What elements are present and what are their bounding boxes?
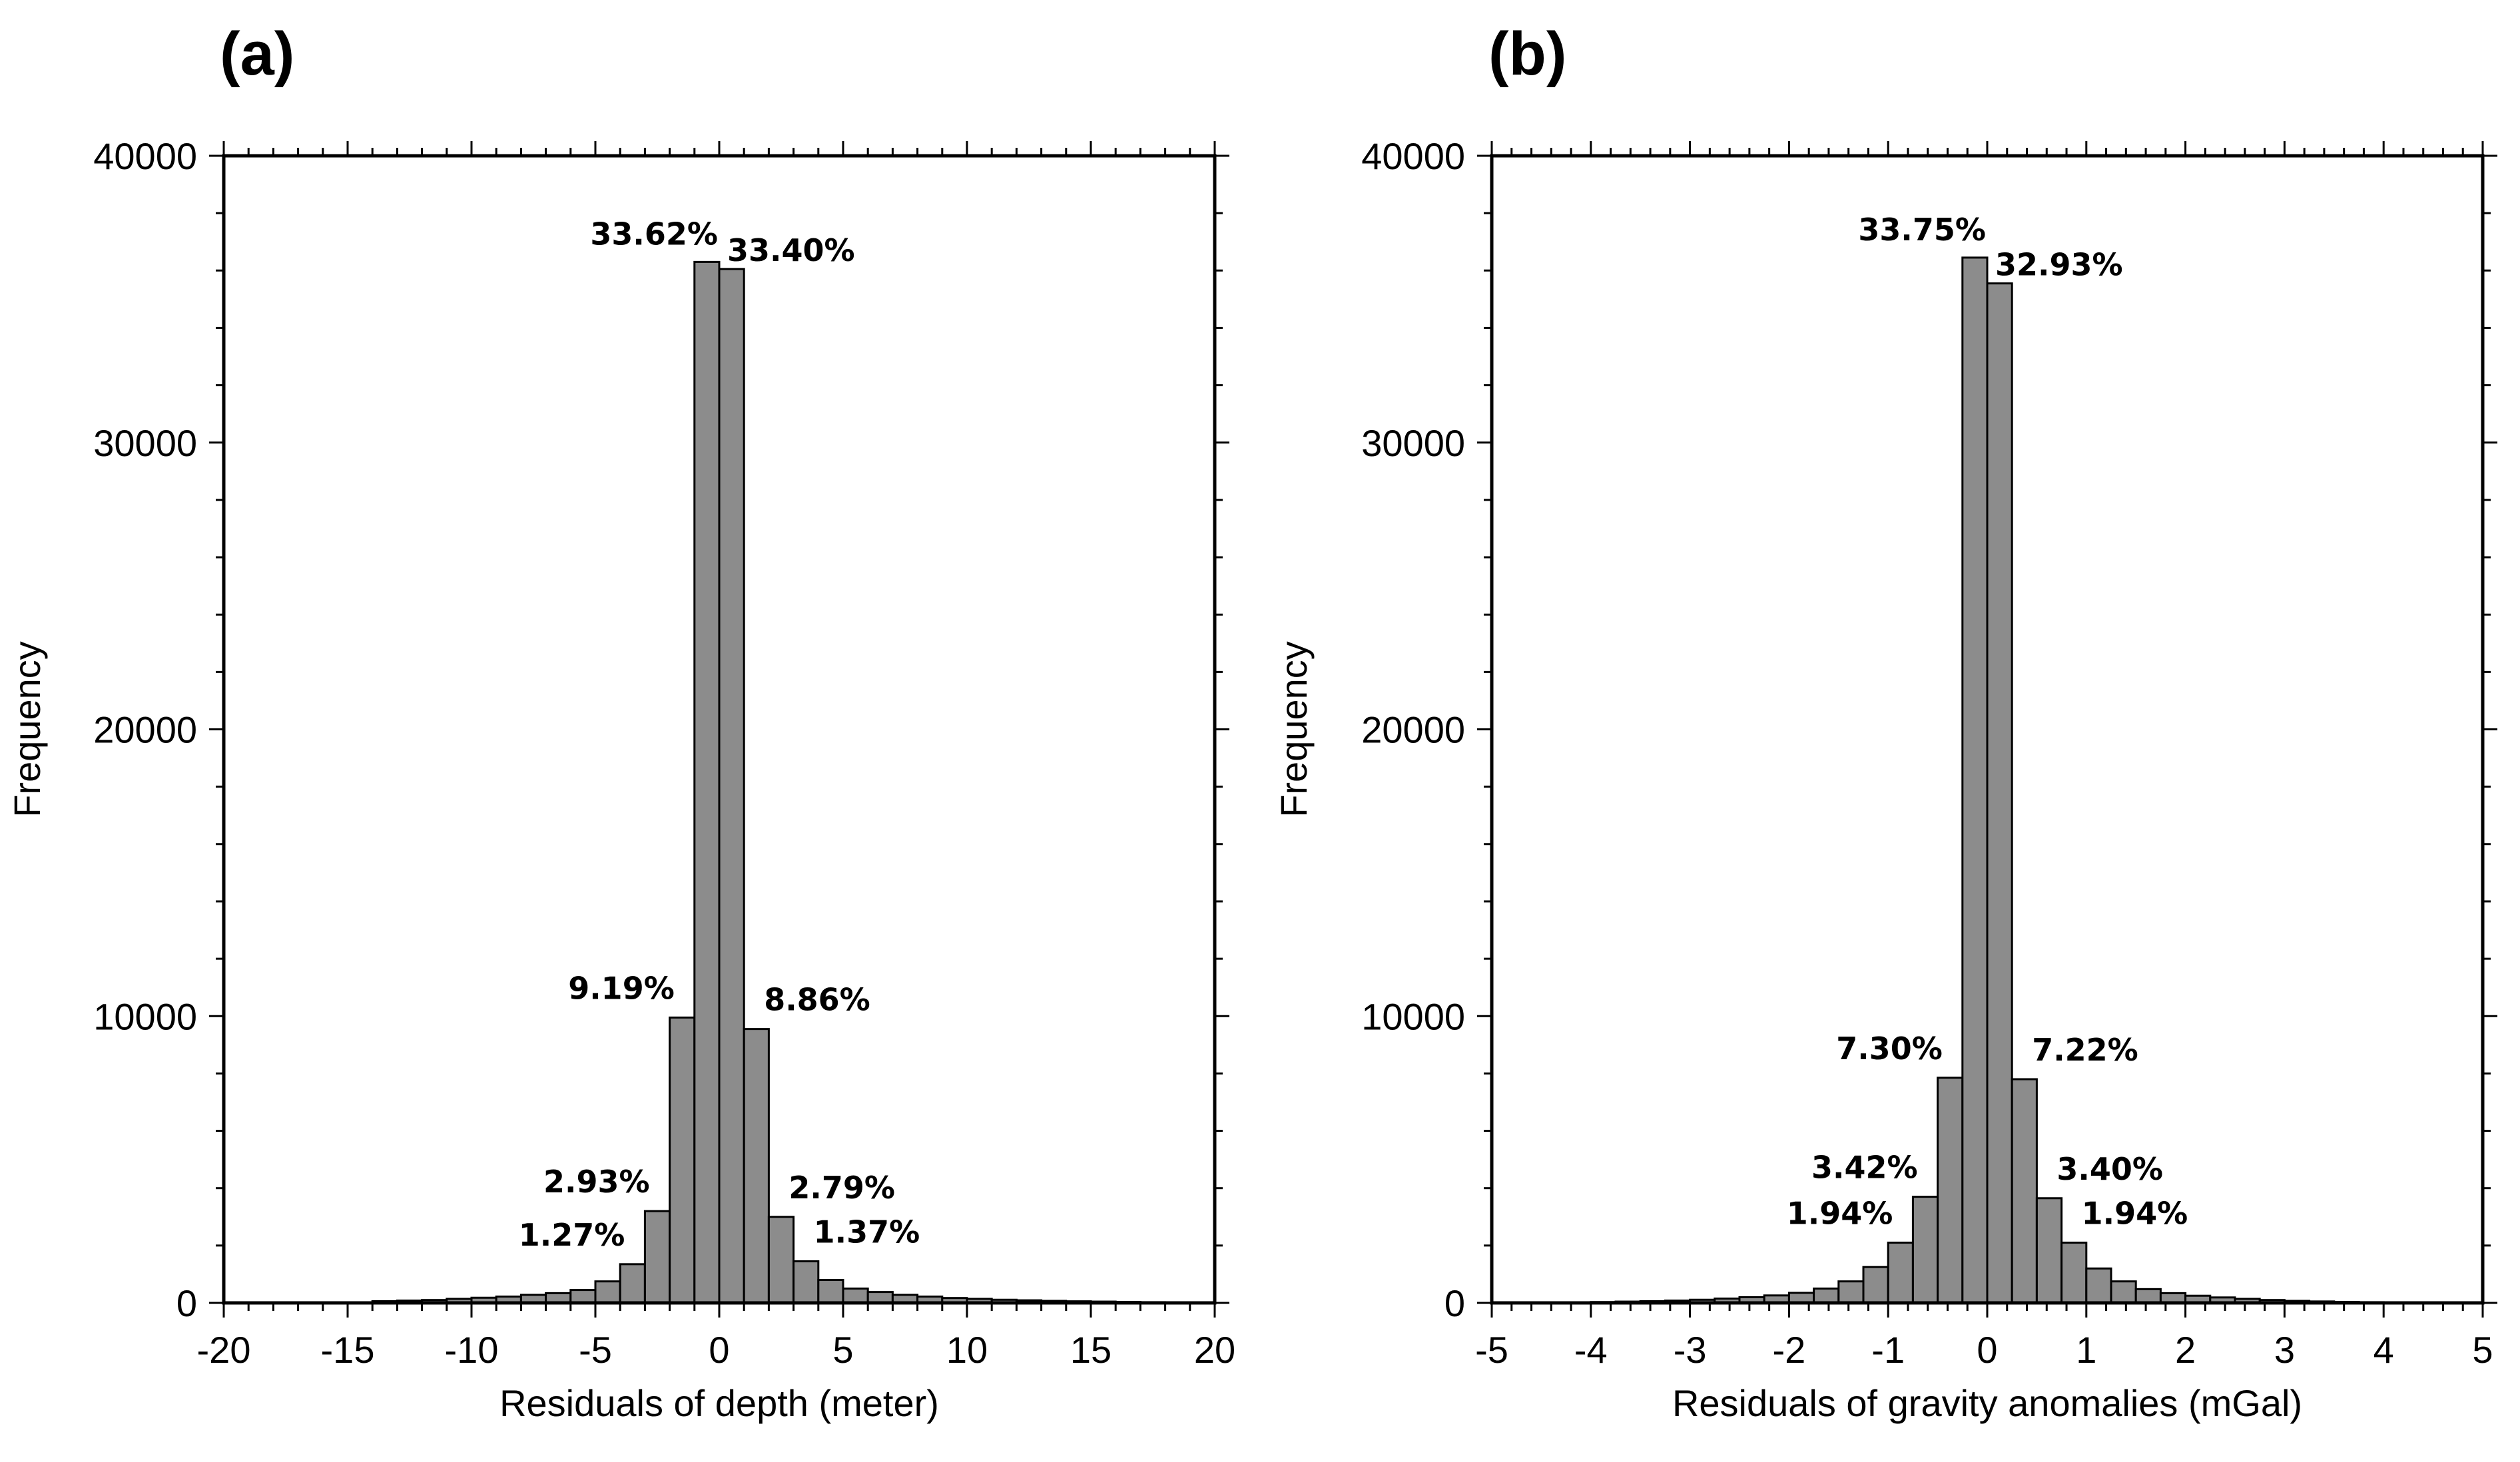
histogram-bar bbox=[743, 1028, 770, 1304]
y-tick-label: 40000 bbox=[93, 135, 197, 177]
histogram-bar bbox=[792, 1260, 820, 1304]
x-tick-label: 2 bbox=[2175, 1329, 2196, 1371]
histogram-bar bbox=[2085, 1267, 2112, 1304]
histogram-bar bbox=[619, 1263, 646, 1304]
x-tick-label: -5 bbox=[1475, 1329, 1508, 1371]
histogram-bar bbox=[1911, 1196, 1939, 1304]
x-tick-label: -20 bbox=[197, 1329, 251, 1371]
y-tick-label: 20000 bbox=[93, 709, 197, 751]
histogram-bar bbox=[1813, 1287, 1840, 1304]
x-tick-label: 15 bbox=[1070, 1329, 1111, 1371]
y-axis-title: Frequency bbox=[1273, 641, 1315, 818]
histogram-bar bbox=[569, 1289, 597, 1304]
percent-label: 1.37% bbox=[814, 1214, 920, 1250]
histogram-bar bbox=[1986, 282, 2013, 1304]
y-tick-label: 10000 bbox=[93, 995, 197, 1037]
histogram-bar bbox=[1862, 1266, 1889, 1304]
x-tick-label: -2 bbox=[1773, 1329, 1806, 1371]
histogram-bar bbox=[718, 268, 745, 1304]
histogram-bar bbox=[1887, 1242, 1914, 1304]
percent-label: 7.30% bbox=[1836, 1031, 1943, 1067]
x-tick-label: -4 bbox=[1574, 1329, 1608, 1371]
percent-label: 1.27% bbox=[519, 1217, 625, 1253]
histogram-bar bbox=[817, 1279, 844, 1304]
histogram-bar bbox=[2060, 1242, 2088, 1304]
percent-label: 2.79% bbox=[788, 1170, 895, 1206]
histogram-bar bbox=[1837, 1280, 1865, 1304]
histogram-bar bbox=[2134, 1288, 2162, 1304]
y-tick-label: 0 bbox=[176, 1282, 197, 1324]
percent-label: 8.86% bbox=[764, 982, 870, 1018]
histogram-bar bbox=[669, 1016, 696, 1304]
histogram-bar bbox=[594, 1280, 621, 1304]
x-tick-label: -5 bbox=[579, 1329, 612, 1371]
y-tick-label: 10000 bbox=[1361, 995, 1465, 1037]
y-tick-label: 20000 bbox=[1361, 709, 1465, 751]
percent-label: 1.94% bbox=[1787, 1196, 1893, 1232]
x-tick-label: 5 bbox=[2472, 1329, 2493, 1371]
panel-a: (a) -20 -15 -10 -5 0 5 10 15 20 0 10000 20000 30000 40… bbox=[6, 20, 1235, 1424]
percent-label: 2.93% bbox=[543, 1164, 650, 1200]
x-tick-label: 5 bbox=[832, 1329, 853, 1371]
percent-label: 33.62% bbox=[590, 216, 718, 252]
histogram-bar bbox=[693, 260, 721, 1304]
histogram-bar bbox=[1961, 256, 1989, 1304]
x-tick-label: 4 bbox=[2373, 1329, 2394, 1371]
x-axis-title: Residuals of gravity anomalies (mGal) bbox=[1672, 1382, 2302, 1424]
percent-label: 3.40% bbox=[2056, 1151, 2163, 1187]
y-tick-label: 30000 bbox=[93, 422, 197, 464]
y-tick-label: 0 bbox=[1444, 1282, 1465, 1324]
histogram-bar bbox=[842, 1287, 869, 1304]
x-tick-label: 0 bbox=[709, 1329, 729, 1371]
x-tick-label: 3 bbox=[2274, 1329, 2295, 1371]
histogram-bar bbox=[2011, 1078, 2038, 1304]
histogram-bar bbox=[2110, 1280, 2137, 1304]
histogram-bar bbox=[643, 1210, 671, 1304]
percent-label: 32.93% bbox=[1995, 247, 2123, 283]
percent-label: 7.22% bbox=[2032, 1032, 2138, 1068]
x-tick-label: 0 bbox=[1977, 1329, 1997, 1371]
percent-label: 1.94% bbox=[2082, 1196, 2188, 1232]
panel-label: (b) bbox=[1488, 20, 1566, 88]
percent-label: 33.40% bbox=[727, 232, 855, 268]
x-tick-label: -1 bbox=[1871, 1329, 1905, 1371]
percent-label: 3.42% bbox=[1811, 1150, 1918, 1186]
x-axis-title: Residuals of depth (meter) bbox=[499, 1382, 939, 1424]
histogram-bar bbox=[767, 1216, 795, 1304]
y-tick-label: 40000 bbox=[1361, 135, 1465, 177]
x-tick-label: -3 bbox=[1674, 1329, 1707, 1371]
y-tick-label: 30000 bbox=[1361, 422, 1465, 464]
panel-b: (b) -5 -4 -3 -2 -1 0 1 2 3 4 5 0 10000 20000 30000 40000… bbox=[1273, 20, 2497, 1424]
percent-label: 33.75% bbox=[1858, 212, 1986, 248]
x-tick-label: 20 bbox=[1194, 1329, 1235, 1371]
x-tick-label: -15 bbox=[321, 1329, 375, 1371]
histogram-bar bbox=[2035, 1197, 2063, 1304]
x-tick-label: 1 bbox=[2076, 1329, 2096, 1371]
x-tick-label: 10 bbox=[946, 1329, 988, 1371]
percent-label: 9.19% bbox=[568, 970, 675, 1006]
y-axis-title: Frequency bbox=[6, 641, 48, 818]
x-tick-label: -10 bbox=[445, 1329, 499, 1371]
panel-label: (a) bbox=[220, 20, 294, 88]
histogram-bar bbox=[1937, 1077, 1964, 1304]
